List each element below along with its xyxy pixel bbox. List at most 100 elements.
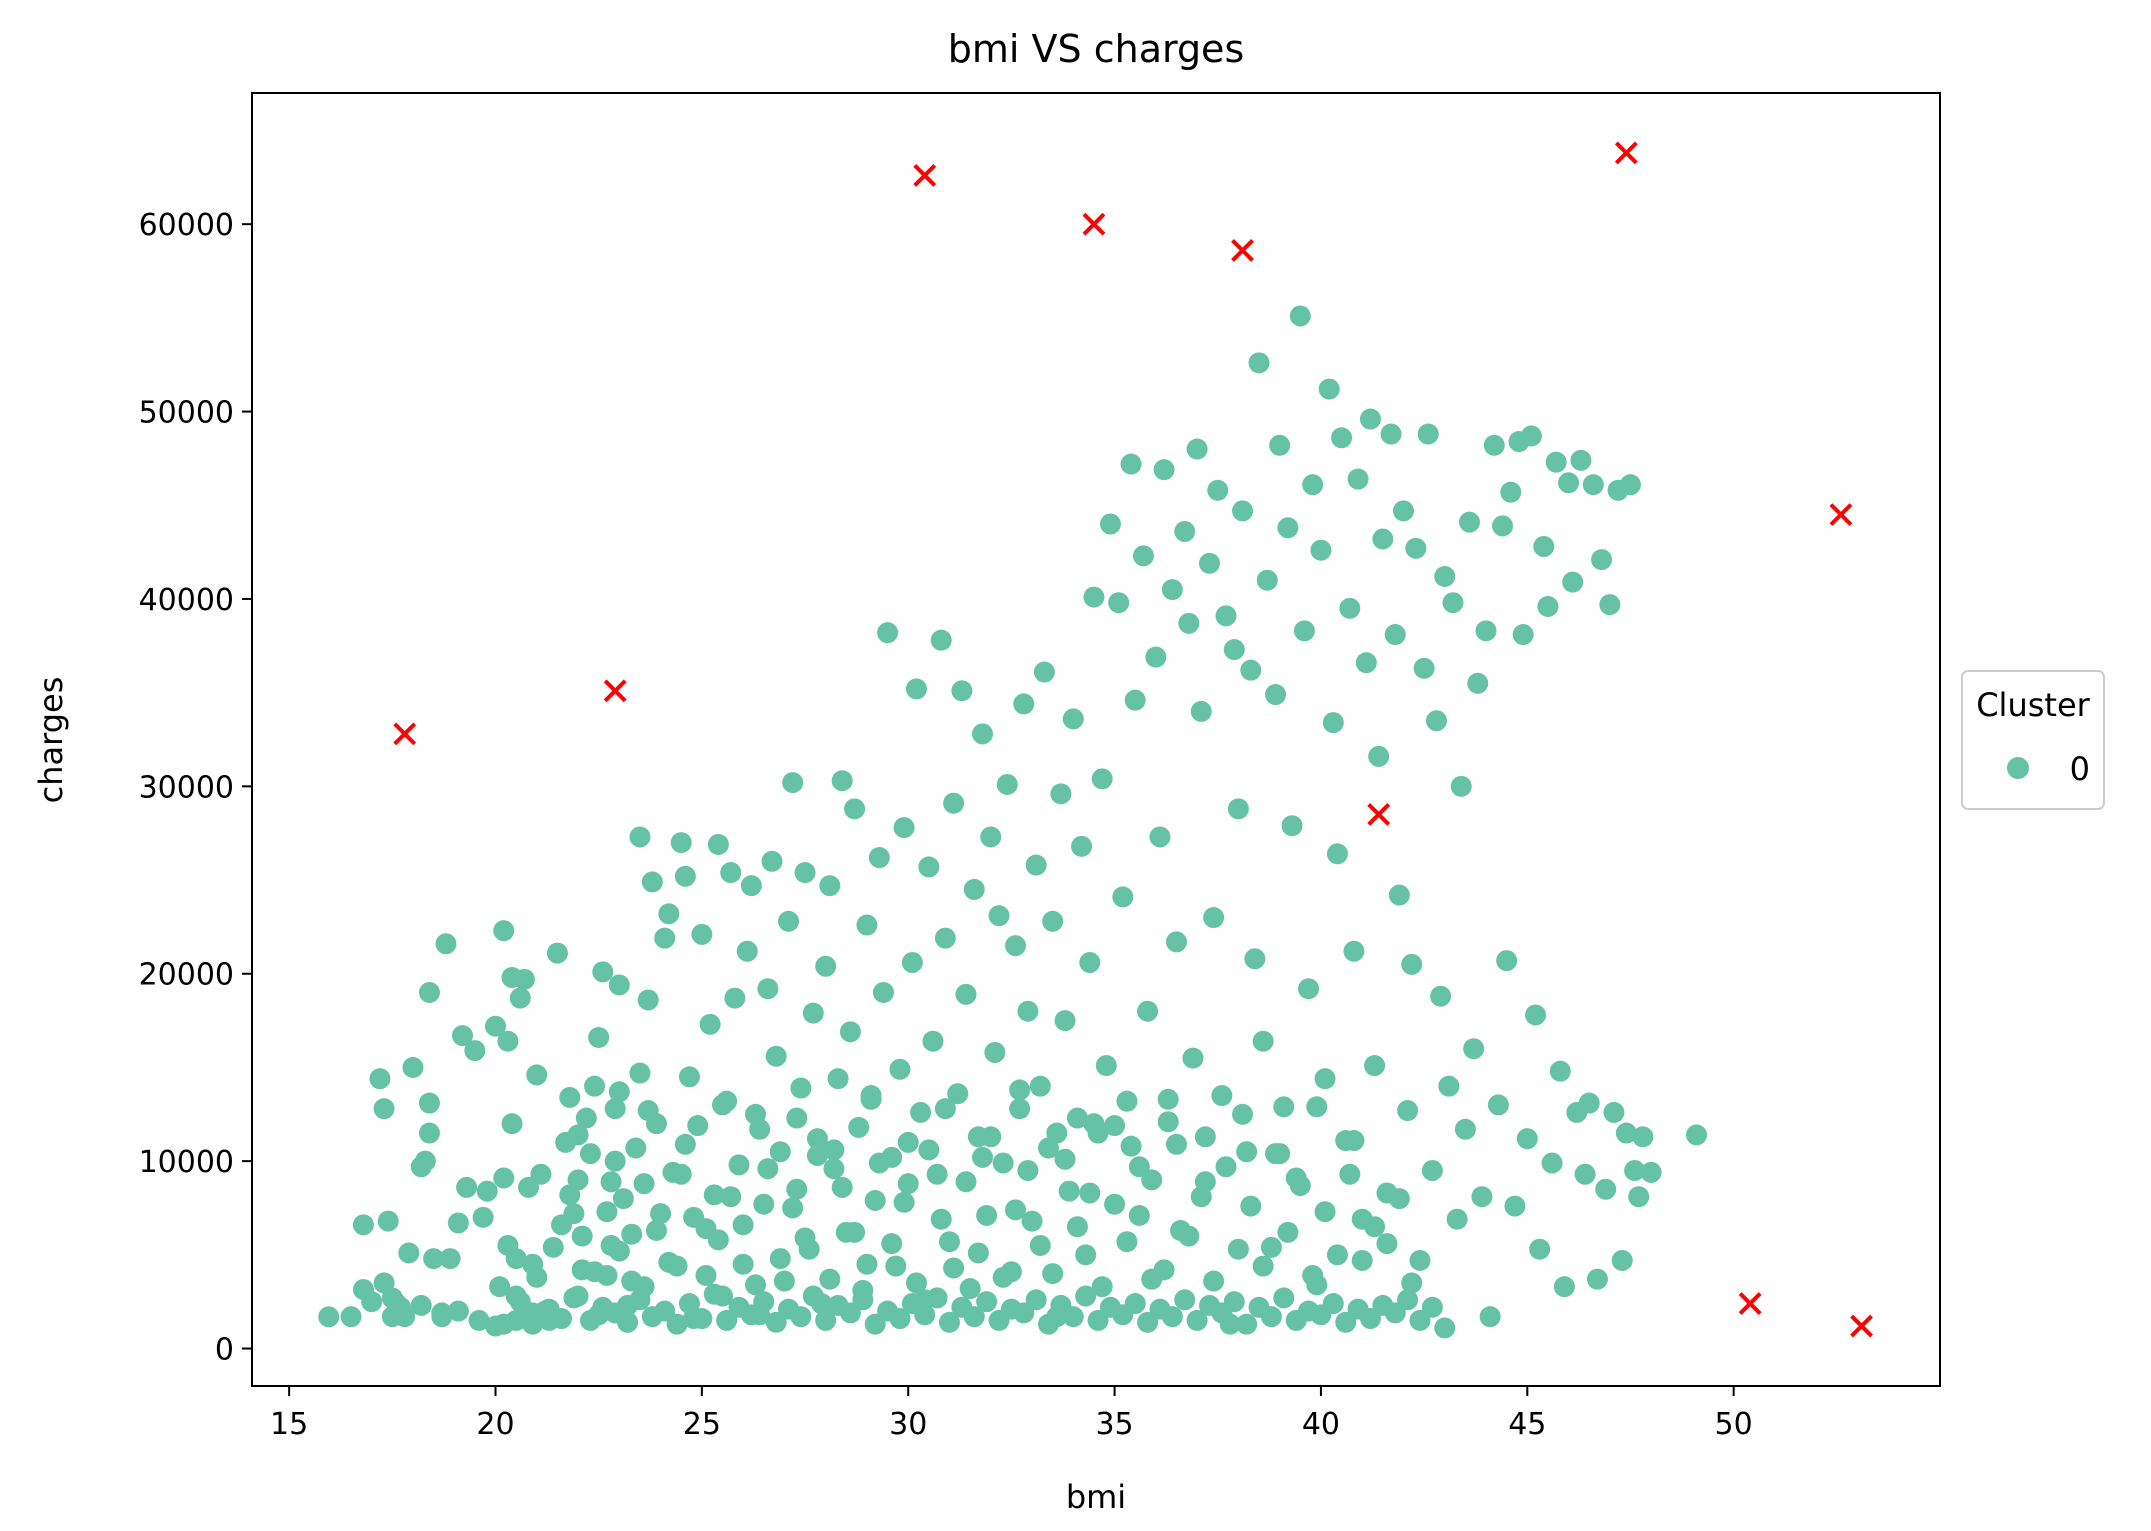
- data-point: [1359, 408, 1381, 430]
- data-point: [790, 1306, 812, 1328]
- data-point: [1091, 768, 1113, 790]
- data-point: [1104, 1193, 1126, 1215]
- data-point: [930, 629, 952, 651]
- data-point: [1425, 710, 1447, 732]
- data-point: [1054, 1148, 1076, 1170]
- data-point: [1504, 1195, 1526, 1217]
- outlier-point: [1829, 503, 1853, 527]
- data-point: [802, 1285, 824, 1307]
- data-point: [856, 914, 878, 936]
- data-point: [472, 1206, 494, 1228]
- data-point: [1619, 474, 1641, 496]
- data-point: [1483, 434, 1505, 456]
- data-point: [980, 1126, 1002, 1148]
- data-point: [447, 1300, 469, 1322]
- data-point: [526, 1266, 548, 1288]
- data-point: [340, 1306, 362, 1328]
- y-tick-label: 0: [215, 1333, 234, 1368]
- plot-frame: [251, 92, 1941, 1387]
- data-point: [1302, 474, 1324, 496]
- data-point: [1628, 1186, 1650, 1208]
- data-point: [992, 1152, 1014, 1174]
- data-point: [497, 1030, 519, 1052]
- data-point: [1194, 1126, 1216, 1148]
- data-point: [418, 1122, 440, 1144]
- data-point: [1434, 1317, 1456, 1339]
- data-point: [505, 1248, 527, 1270]
- data-point: [1533, 535, 1555, 557]
- data-point: [505, 1285, 527, 1307]
- data-point: [377, 1210, 399, 1232]
- data-point: [1574, 1163, 1596, 1185]
- data-point: [385, 1304, 407, 1326]
- data-point: [1215, 1156, 1237, 1178]
- y-axis-label: charges: [32, 677, 70, 804]
- data-point: [1120, 453, 1142, 475]
- data-point: [889, 1308, 911, 1330]
- data-point: [522, 1302, 544, 1324]
- data-point: [485, 1015, 507, 1037]
- data-point: [1298, 978, 1320, 1000]
- data-point: [806, 1128, 828, 1150]
- data-point: [972, 723, 994, 745]
- data-point: [881, 1233, 903, 1255]
- data-point: [955, 1171, 977, 1193]
- data-point: [542, 1236, 564, 1258]
- data-point: [761, 850, 783, 872]
- data-point: [831, 1176, 853, 1198]
- data-point: [596, 1201, 618, 1223]
- data-point: [844, 798, 866, 820]
- data-point: [1459, 511, 1481, 533]
- x-tick-label: 30: [889, 1407, 927, 1442]
- data-point: [1570, 449, 1592, 471]
- data-point: [823, 1139, 845, 1161]
- data-point: [1413, 657, 1435, 679]
- data-point: [1153, 459, 1175, 481]
- data-point: [815, 955, 837, 977]
- data-point: [1467, 672, 1489, 694]
- data-point: [1599, 594, 1621, 616]
- data-point: [361, 1291, 383, 1313]
- y-tick-label: 40000: [139, 583, 234, 618]
- data-point: [1434, 565, 1456, 587]
- data-point: [1203, 907, 1225, 929]
- data-point: [839, 1302, 861, 1324]
- data-point: [1624, 1160, 1646, 1181]
- data-point: [757, 978, 779, 1000]
- data-point: [1438, 1075, 1460, 1097]
- y-tick-label: 60000: [139, 208, 234, 243]
- data-point: [1364, 1216, 1386, 1238]
- data-point: [546, 942, 568, 964]
- data-point: [654, 1300, 676, 1322]
- data-point: [1475, 620, 1497, 642]
- x-tick-label: 40: [1302, 1407, 1340, 1442]
- data-point: [1405, 537, 1427, 559]
- data-point: [1525, 1004, 1547, 1026]
- data-point: [629, 1062, 651, 1084]
- data-point: [778, 910, 800, 932]
- data-point: [1042, 910, 1064, 932]
- data-point: [1463, 1038, 1485, 1060]
- data-point: [687, 1115, 709, 1137]
- data-point: [757, 1158, 779, 1180]
- data-point: [732, 1253, 754, 1275]
- data-point: [1042, 1263, 1064, 1285]
- data-point: [897, 1131, 919, 1153]
- data-point: [959, 1278, 981, 1300]
- data-point: [645, 1219, 667, 1241]
- data-point: [625, 1137, 647, 1159]
- data-point: [947, 1083, 969, 1105]
- data-point: [1165, 931, 1187, 953]
- data-point: [926, 1287, 948, 1309]
- data-point: [604, 1150, 626, 1172]
- data-point: [513, 968, 535, 990]
- data-point: [1137, 1000, 1159, 1022]
- data-point: [1223, 1291, 1245, 1313]
- data-point: [1558, 472, 1580, 494]
- data-point: [951, 680, 973, 702]
- data-point: [790, 1077, 812, 1099]
- data-point: [1029, 1234, 1051, 1256]
- data-point: [976, 1204, 998, 1226]
- outlier-point: [1850, 1314, 1873, 1338]
- data-point: [1120, 1135, 1142, 1157]
